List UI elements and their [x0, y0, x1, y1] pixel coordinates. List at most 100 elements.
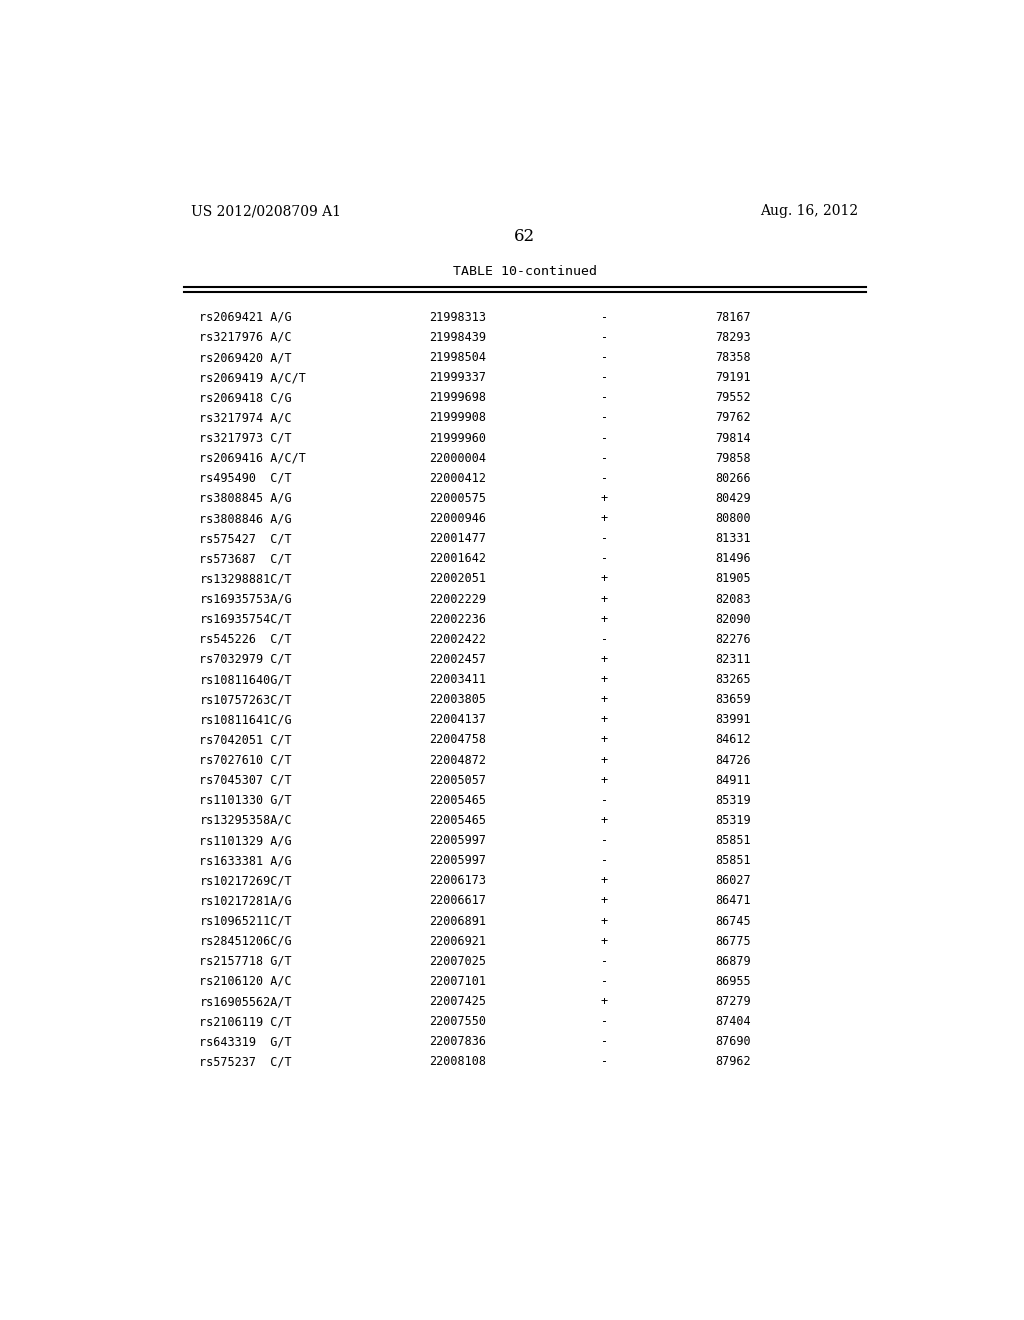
Text: +: + — [601, 874, 607, 887]
Text: rs2069416 A/C/T: rs2069416 A/C/T — [200, 451, 306, 465]
Text: rs1633381 A/G: rs1633381 A/G — [200, 854, 292, 867]
Text: +: + — [601, 895, 607, 907]
Text: 82090: 82090 — [715, 612, 751, 626]
Text: 22001477: 22001477 — [430, 532, 486, 545]
Text: +: + — [601, 713, 607, 726]
Text: -: - — [601, 331, 607, 345]
Text: 22005465: 22005465 — [430, 793, 486, 807]
Text: -: - — [601, 793, 607, 807]
Text: 87690: 87690 — [715, 1035, 751, 1048]
Text: rs3217973 C/T: rs3217973 C/T — [200, 432, 292, 445]
Text: 22005465: 22005465 — [430, 814, 486, 826]
Text: 84612: 84612 — [715, 734, 751, 747]
Text: 22000946: 22000946 — [430, 512, 486, 525]
Text: 79762: 79762 — [715, 412, 751, 425]
Text: +: + — [601, 573, 607, 586]
Text: 86745: 86745 — [715, 915, 751, 928]
Text: -: - — [601, 471, 607, 484]
Text: 79814: 79814 — [715, 432, 751, 445]
Text: rs28451206C/G: rs28451206C/G — [200, 935, 292, 948]
Text: rs13298881C/T: rs13298881C/T — [200, 573, 292, 586]
Text: 87962: 87962 — [715, 1056, 751, 1068]
Text: 22004872: 22004872 — [430, 754, 486, 767]
Text: +: + — [601, 754, 607, 767]
Text: 78358: 78358 — [715, 351, 751, 364]
Text: rs16935754C/T: rs16935754C/T — [200, 612, 292, 626]
Text: 22004758: 22004758 — [430, 734, 486, 747]
Text: rs2106120 A/C: rs2106120 A/C — [200, 975, 292, 987]
Text: 21999960: 21999960 — [430, 432, 486, 445]
Text: rs495490  C/T: rs495490 C/T — [200, 471, 292, 484]
Text: rs3217974 A/C: rs3217974 A/C — [200, 412, 292, 425]
Text: +: + — [601, 774, 607, 787]
Text: 82276: 82276 — [715, 632, 751, 645]
Text: 84911: 84911 — [715, 774, 751, 787]
Text: -: - — [601, 1035, 607, 1048]
Text: rs10757263C/T: rs10757263C/T — [200, 693, 292, 706]
Text: rs16905562A/T: rs16905562A/T — [200, 995, 292, 1008]
Text: Aug. 16, 2012: Aug. 16, 2012 — [760, 205, 858, 218]
Text: +: + — [601, 935, 607, 948]
Text: 78293: 78293 — [715, 331, 751, 345]
Text: 22006173: 22006173 — [430, 874, 486, 887]
Text: rs10811641C/G: rs10811641C/G — [200, 713, 292, 726]
Text: 21998504: 21998504 — [430, 351, 486, 364]
Text: -: - — [601, 834, 607, 847]
Text: rs2069421 A/G: rs2069421 A/G — [200, 312, 292, 323]
Text: rs10217281A/G: rs10217281A/G — [200, 895, 292, 907]
Text: -: - — [601, 451, 607, 465]
Text: 82311: 82311 — [715, 653, 751, 667]
Text: rs7027610 C/T: rs7027610 C/T — [200, 754, 292, 767]
Text: rs7042051 C/T: rs7042051 C/T — [200, 734, 292, 747]
Text: -: - — [601, 954, 607, 968]
Text: -: - — [601, 532, 607, 545]
Text: rs3217976 A/C: rs3217976 A/C — [200, 331, 292, 345]
Text: +: + — [601, 693, 607, 706]
Text: +: + — [601, 814, 607, 826]
Text: 86471: 86471 — [715, 895, 751, 907]
Text: 22000004: 22000004 — [430, 451, 486, 465]
Text: 86027: 86027 — [715, 874, 751, 887]
Text: 22005057: 22005057 — [430, 774, 486, 787]
Text: 22002236: 22002236 — [430, 612, 486, 626]
Text: 22003805: 22003805 — [430, 693, 486, 706]
Text: 21999908: 21999908 — [430, 412, 486, 425]
Text: rs575427  C/T: rs575427 C/T — [200, 532, 292, 545]
Text: 85851: 85851 — [715, 834, 751, 847]
Text: 21998439: 21998439 — [430, 331, 486, 345]
Text: rs2157718 G/T: rs2157718 G/T — [200, 954, 292, 968]
Text: +: + — [601, 612, 607, 626]
Text: 80800: 80800 — [715, 512, 751, 525]
Text: 83265: 83265 — [715, 673, 751, 686]
Text: -: - — [601, 351, 607, 364]
Text: 22002457: 22002457 — [430, 653, 486, 667]
Text: 87279: 87279 — [715, 995, 751, 1008]
Text: 21999698: 21999698 — [430, 391, 486, 404]
Text: rs10965211C/T: rs10965211C/T — [200, 915, 292, 928]
Text: rs7032979 C/T: rs7032979 C/T — [200, 653, 292, 667]
Text: rs2106119 C/T: rs2106119 C/T — [200, 1015, 292, 1028]
Text: rs7045307 C/T: rs7045307 C/T — [200, 774, 292, 787]
Text: 22002422: 22002422 — [430, 632, 486, 645]
Text: 81331: 81331 — [715, 532, 751, 545]
Text: rs16935753A/G: rs16935753A/G — [200, 593, 292, 606]
Text: 22007101: 22007101 — [430, 975, 486, 987]
Text: -: - — [601, 1056, 607, 1068]
Text: -: - — [601, 552, 607, 565]
Text: rs10811640G/T: rs10811640G/T — [200, 673, 292, 686]
Text: 83659: 83659 — [715, 693, 751, 706]
Text: 22002051: 22002051 — [430, 573, 486, 586]
Text: 22005997: 22005997 — [430, 854, 486, 867]
Text: 22006617: 22006617 — [430, 895, 486, 907]
Text: -: - — [601, 632, 607, 645]
Text: rs2069420 A/T: rs2069420 A/T — [200, 351, 292, 364]
Text: -: - — [601, 975, 607, 987]
Text: rs2069418 C/G: rs2069418 C/G — [200, 391, 292, 404]
Text: rs545226  C/T: rs545226 C/T — [200, 632, 292, 645]
Text: 86955: 86955 — [715, 975, 751, 987]
Text: +: + — [601, 492, 607, 506]
Text: 22002229: 22002229 — [430, 593, 486, 606]
Text: -: - — [601, 412, 607, 425]
Text: 22007025: 22007025 — [430, 954, 486, 968]
Text: 22007836: 22007836 — [430, 1035, 486, 1048]
